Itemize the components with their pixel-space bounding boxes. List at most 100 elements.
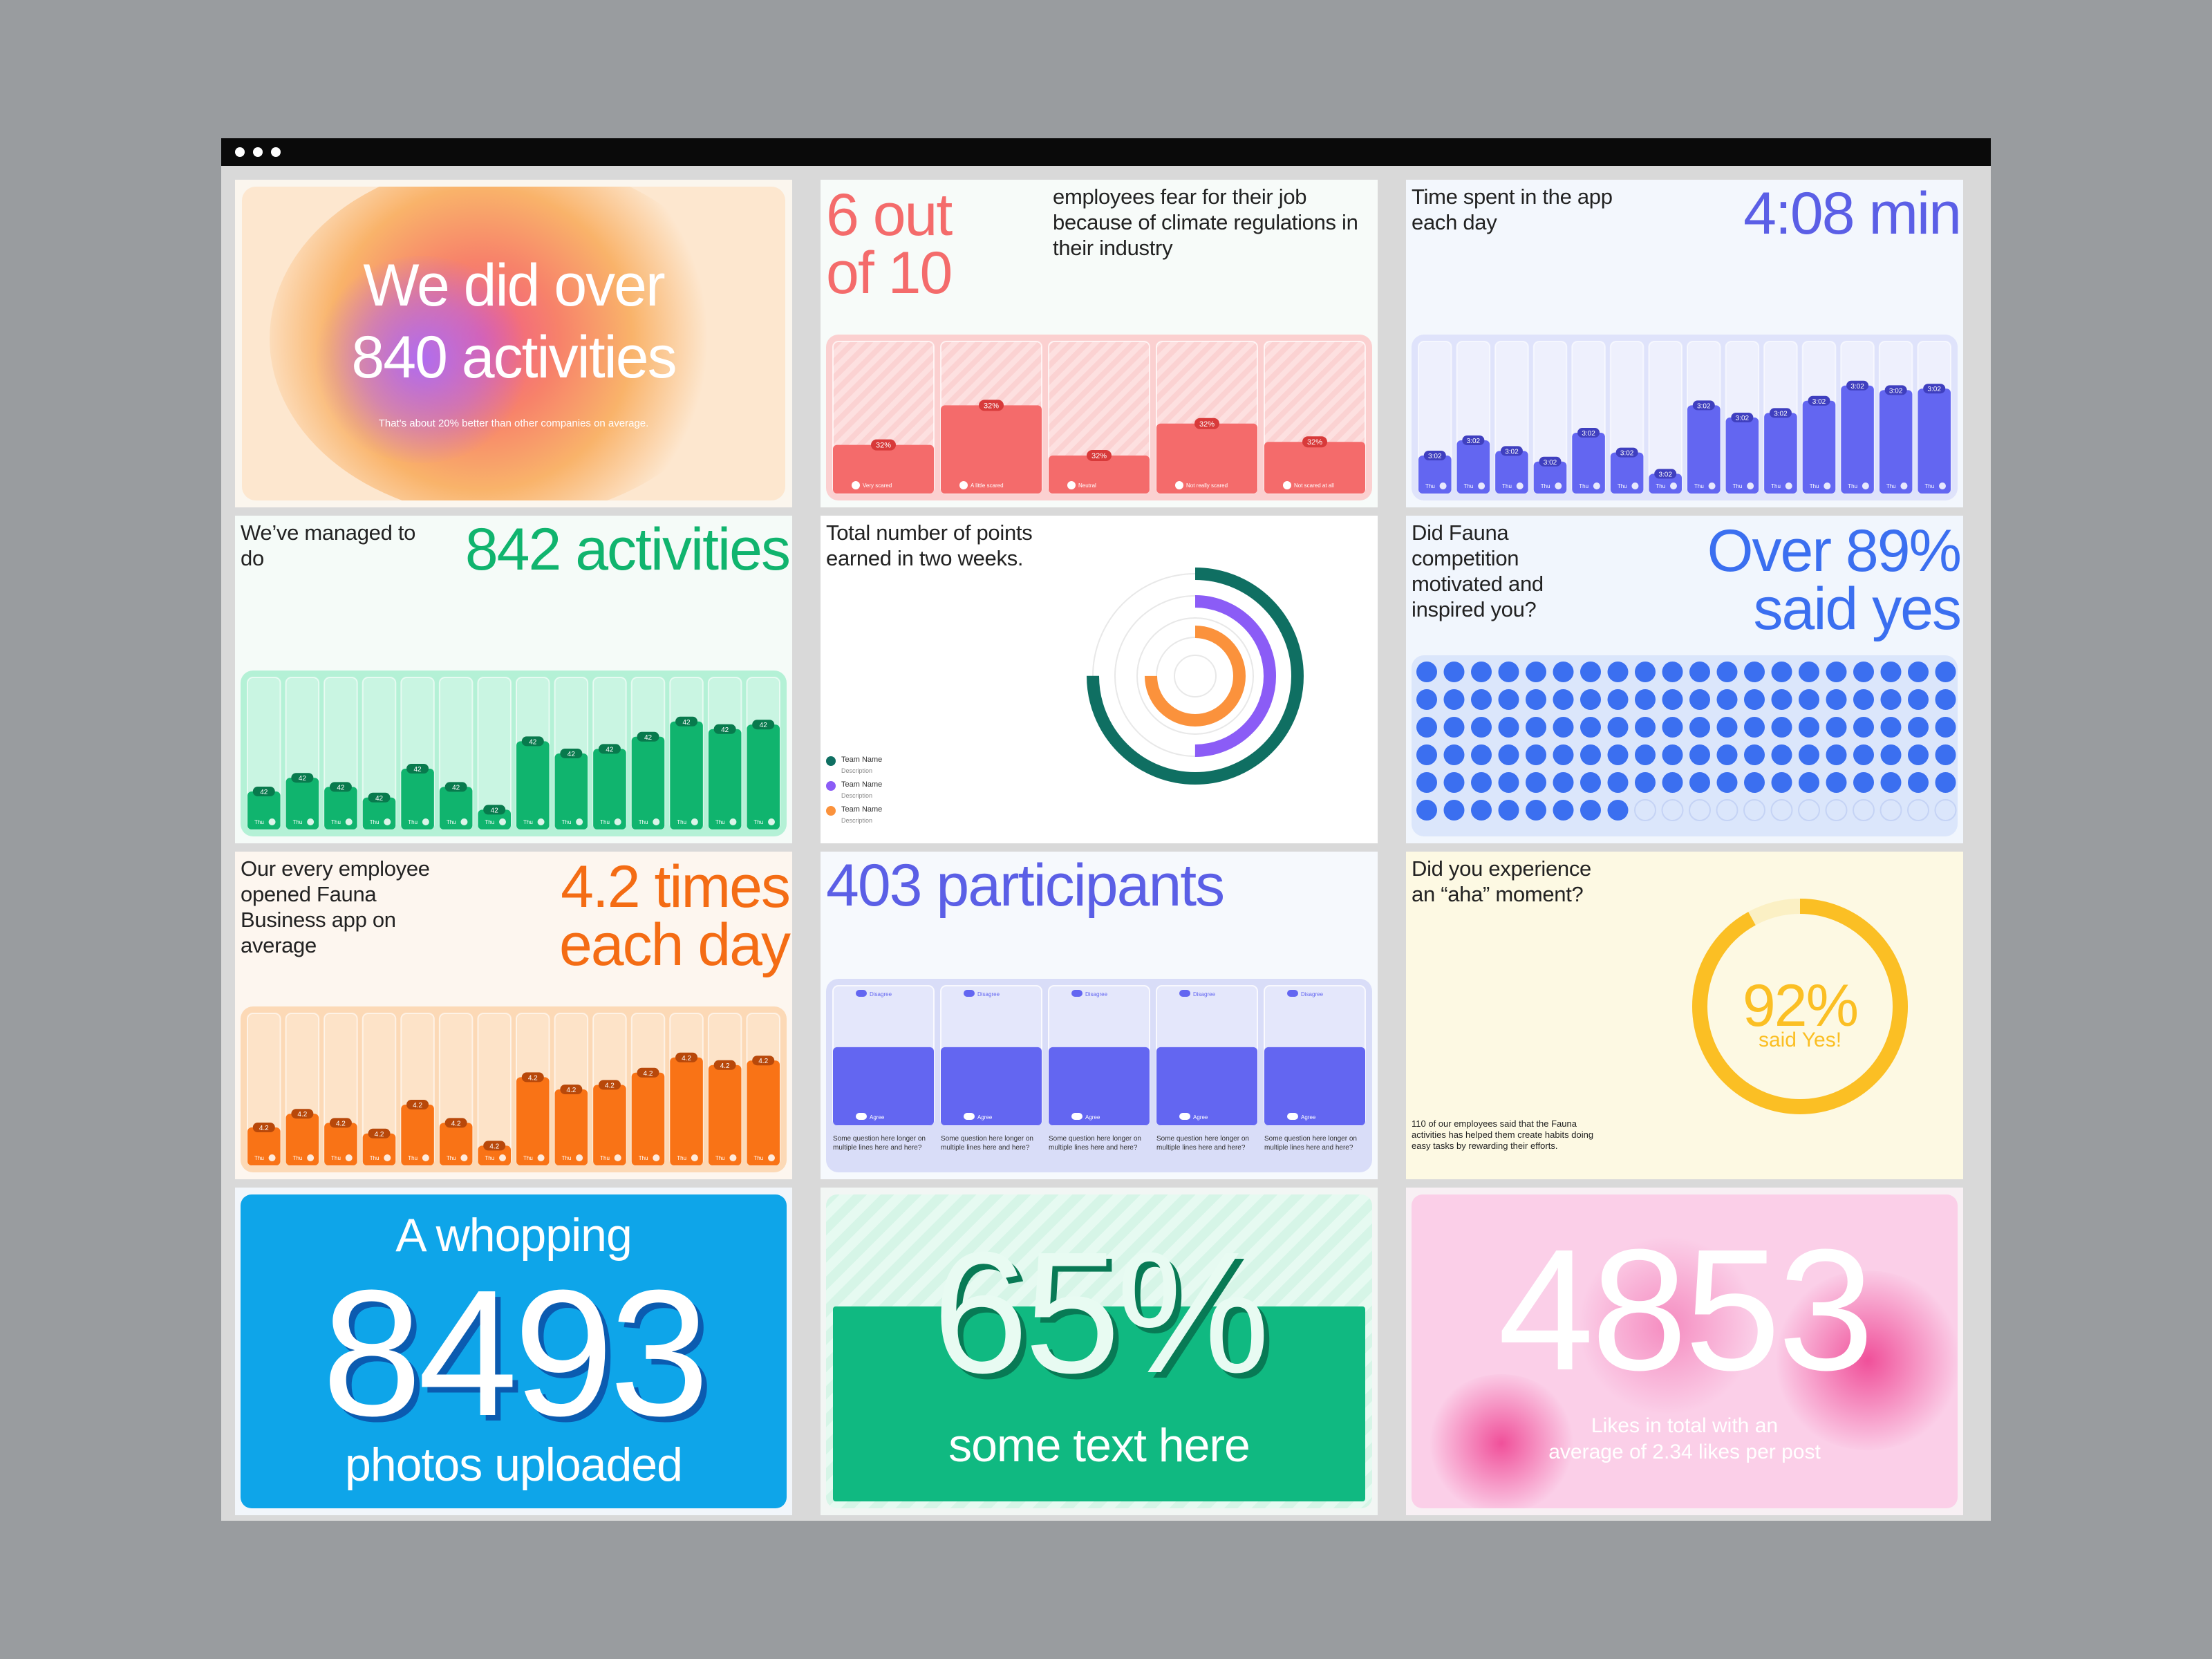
big-stat-line1: 6 out [826,182,953,248]
bar-avatar-icon [653,818,660,825]
bar-value-label: 32% [984,402,999,410]
bar-day-label: Thu [370,819,379,825]
bar-day-label: Thu [447,1155,456,1161]
bar-value-pill [1423,451,1446,460]
bar-value-pill [1087,450,1112,461]
bar-value-pill [329,1118,352,1128]
bar-value-pill [444,782,467,792]
dot-filled [1716,717,1738,738]
bar-value-label: 42 [260,789,268,796]
window-dot-minimize[interactable] [253,147,263,157]
bar-avatar-icon [307,818,315,825]
window-dot-close[interactable] [235,147,245,157]
bar-avatar-icon [499,818,506,825]
dot-filled [1908,662,1929,682]
bar-day-label: Thu [1579,483,1588,489]
dot-empty [1853,799,1875,821]
dot-filled [1880,717,1902,738]
bar-day-label: Thu [639,1155,648,1161]
bar-value-label: 42 [529,738,537,746]
dot-filled [1662,744,1683,765]
dot-filled [1880,689,1902,710]
bar [670,1057,703,1165]
bar-avatar-icon [268,1154,276,1161]
bar-avatar-icon [1631,482,1639,489]
bar-value-label: 4.2 [720,1062,730,1070]
dot-filled [1580,662,1601,682]
bar [747,1060,780,1165]
window-dot-maximize[interactable] [271,147,281,157]
dot-filled [1471,744,1492,765]
dot-filled [1799,689,1819,710]
dot-filled [1553,662,1574,682]
likes-panel: 4853 Likes in total with an average of 2… [1412,1194,1958,1508]
bar-avatar-icon [422,818,429,825]
bar-avatar-icon [1516,482,1524,489]
bar-value-pill [1731,413,1754,422]
bar [1049,456,1150,494]
dot-filled [1635,662,1656,682]
radial-guide-ring [1174,655,1217,697]
bar-day-label: Thu [1848,483,1857,489]
bar [554,1089,588,1165]
top-pill [856,990,867,997]
dot-filled [1526,689,1546,710]
dot-empty [1825,799,1848,821]
bar [1156,423,1257,494]
bar-value-pill [1654,469,1677,479]
bar [631,736,665,830]
bar-value-pill [1692,400,1715,411]
bar-value-pill [598,744,621,754]
bar-day-label: Thu [1694,483,1704,489]
bar-value-label: 42 [452,784,460,791]
bar-value-pill [252,1123,275,1132]
bar-avatar-icon [422,1154,429,1161]
bar-value-label: 4.2 [297,1111,307,1118]
bar-value-label: 3:02 [1467,438,1481,445]
bar-day-label: Thu [1502,483,1512,489]
bar-value-label: 32% [876,442,891,450]
bar-day-label: Thu [447,819,456,825]
bar-value-label: 3:02 [1697,402,1711,410]
bar-avatar-icon [614,1154,621,1161]
bar-value-label: 4.2 [528,1074,538,1082]
bar-avatar-icon [1439,482,1447,489]
bar-value-pill [1539,456,1562,467]
stat-label: We’ve managed to do [241,521,416,570]
bar-caption: Neutral [1078,482,1096,489]
donut-caption: said Yes! [1758,1029,1842,1051]
dot-filled [1689,717,1710,738]
bar-value-label: 3:02 [1658,471,1672,478]
dot-matrix-panel [1412,655,1958,836]
legend-desc: Description [841,792,873,799]
bar [1918,388,1951,494]
dot-filled [1908,689,1929,710]
dot-filled [1716,772,1738,793]
photos-card: A whopping 8493 photos uploaded [235,1188,792,1515]
opens-bar-chart: 4.2 Thu 4.2 Thu 4.2 Thu 4.2 Thu 4.2 Thu 4.2 Thu 4.2 T… [247,1013,781,1166]
bar-avatar-icon [384,1154,391,1161]
bar-day-label: Thu [753,1155,763,1161]
bar-value-pill [368,792,391,803]
bottom-pill [1179,1113,1190,1120]
question-line: Some question here longer on [941,1135,1033,1143]
bar-value-pill [675,716,698,727]
dot-filled [1607,689,1629,710]
bar-value-pill [637,731,659,742]
bar [833,444,934,494]
answers-chart: Disagree Agree Some question here longer o… [832,985,1366,1152]
bar [593,1085,626,1165]
dot-filled [1416,717,1437,738]
dot-filled [1443,662,1465,682]
question-line: multiple lines here and here? [833,1144,922,1152]
bar-value-label: 42 [337,784,345,791]
bar [1456,440,1490,494]
big-stat-line2: said yes [1753,576,1962,642]
aha-moment-card: Did you experience an “aha” moment? 92% … [1406,852,1963,1179]
radial-arc [1087,568,1304,785]
bar-value-label: 42 [644,734,653,742]
dot-filled [1935,772,1956,793]
bar-value-label: 4.2 [489,1143,499,1150]
bar-day-label: Thu [677,1155,686,1161]
answer-bar [1156,1047,1257,1125]
